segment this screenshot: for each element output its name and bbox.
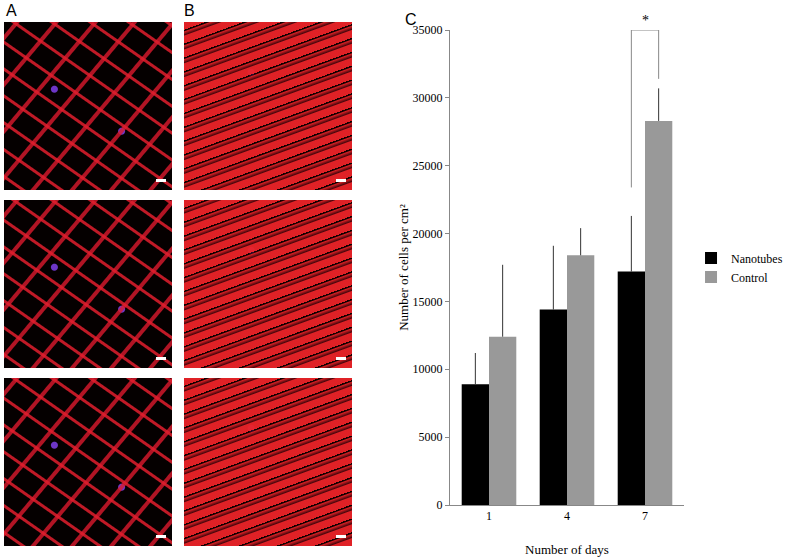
svg-text:0: 0 xyxy=(437,498,443,512)
svg-text:1: 1 xyxy=(486,509,492,523)
svg-text:7: 7 xyxy=(642,509,648,523)
svg-text:20000: 20000 xyxy=(413,227,443,241)
svg-text:30000: 30000 xyxy=(413,91,443,105)
svg-text:*: * xyxy=(642,13,649,28)
svg-text:Control: Control xyxy=(731,271,768,285)
svg-text:Number of cells per cm²: Number of cells per cm² xyxy=(396,204,411,331)
svg-text:C: C xyxy=(405,11,417,28)
svg-text:Nanotubes: Nanotubes xyxy=(731,252,783,266)
svg-text:25000: 25000 xyxy=(413,159,443,173)
svg-text:5000: 5000 xyxy=(419,430,443,444)
svg-text:15000: 15000 xyxy=(413,295,443,309)
svg-text:4: 4 xyxy=(564,509,570,523)
svg-text:Number of days: Number of days xyxy=(525,542,609,557)
svg-text:35000: 35000 xyxy=(413,23,443,37)
html-text:A: A xyxy=(6,2,17,19)
svg-text:10000: 10000 xyxy=(413,362,443,376)
html-text:B: B xyxy=(184,2,195,19)
